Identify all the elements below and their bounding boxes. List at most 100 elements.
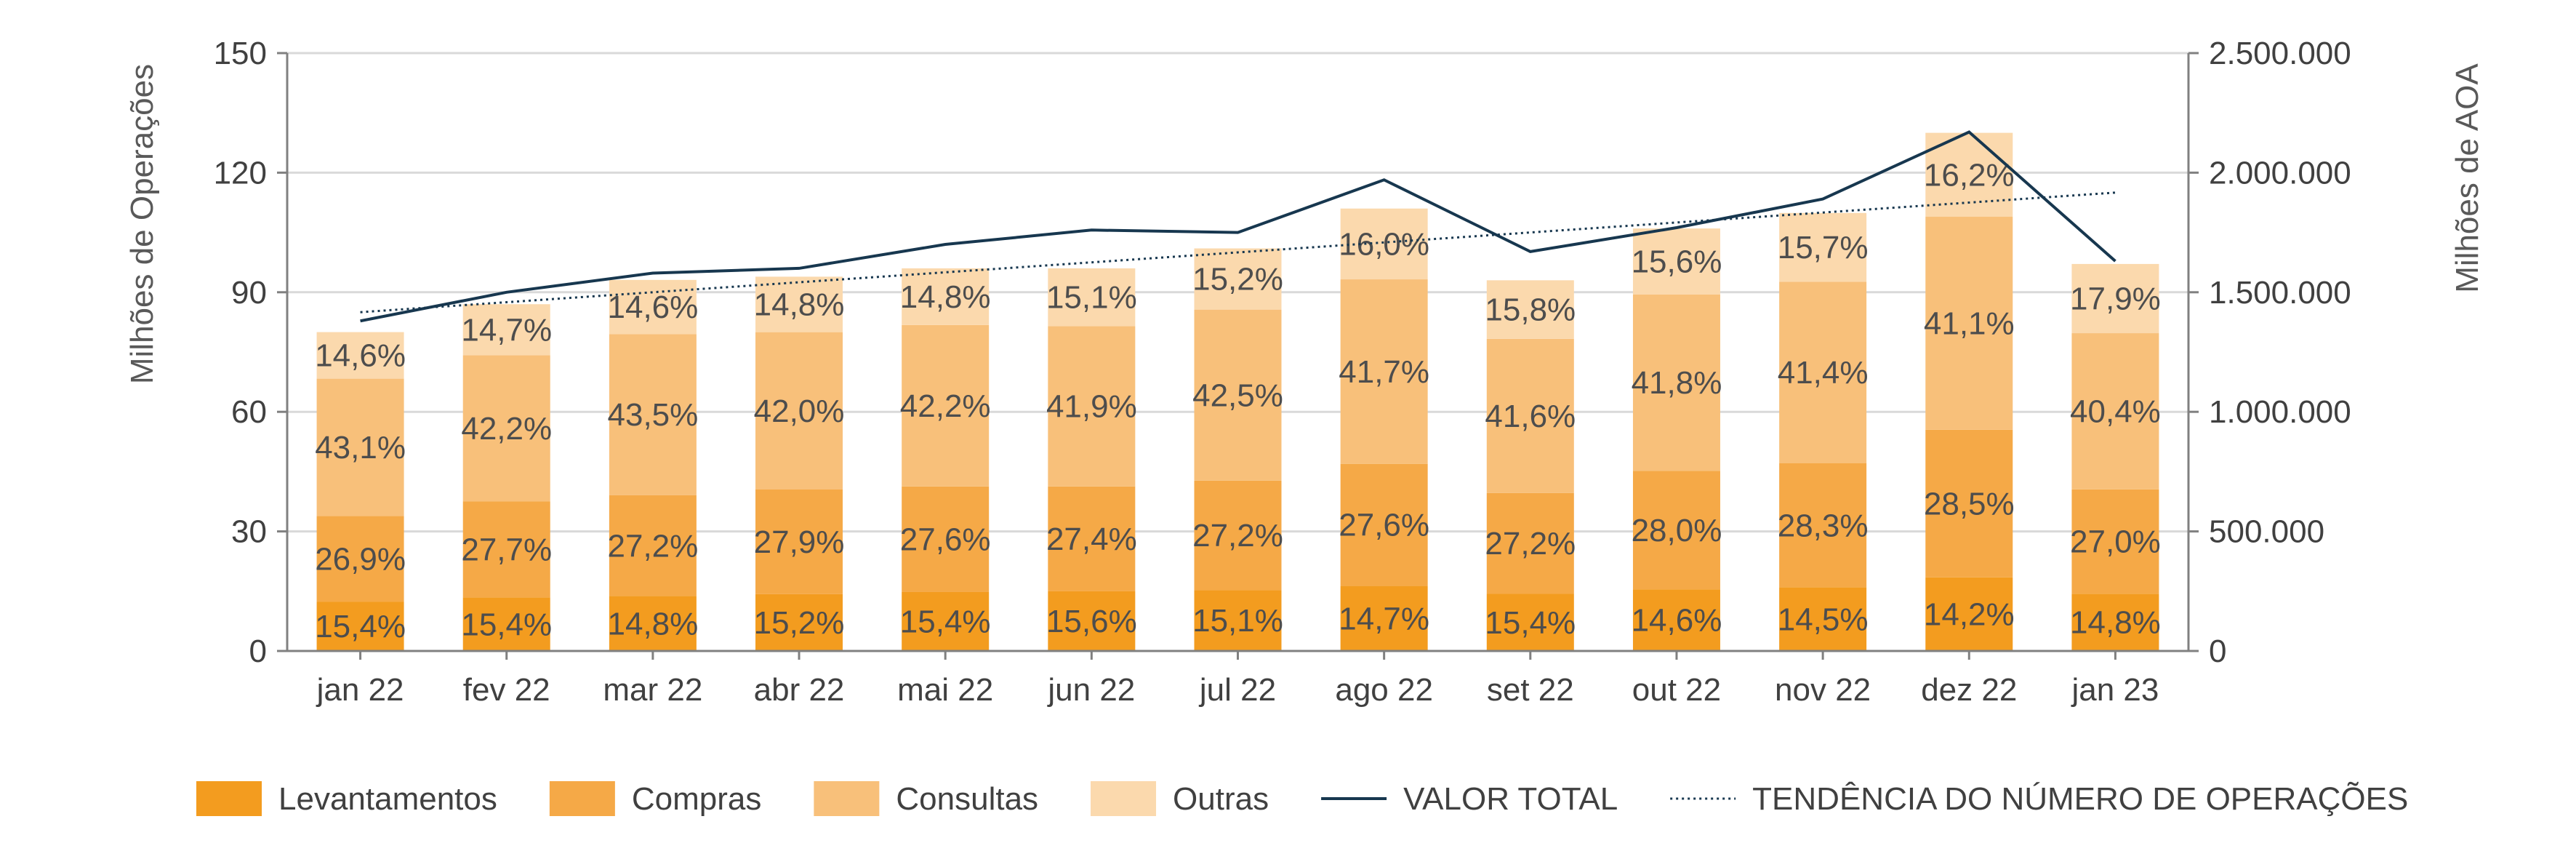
bar-percentage-label: 27,0% — [2070, 524, 2161, 560]
bar-compras — [2071, 489, 2159, 594]
y-left-tick-label: 90 — [231, 275, 267, 311]
bar-levantamentos — [2071, 594, 2159, 651]
bar-percentage-label: 17,9% — [2070, 281, 2161, 316]
bar-consultas — [462, 355, 550, 502]
bar-percentage-label: 43,1% — [315, 430, 406, 466]
legend-swatch — [814, 781, 880, 816]
bar-percentage-label: 27,6% — [900, 522, 991, 557]
bar-compras — [462, 501, 550, 598]
bar-compras — [755, 489, 843, 594]
bar-percentage-label: 15,1% — [1046, 280, 1137, 316]
x-tick-label: mar 22 — [603, 672, 702, 708]
legend-label: Levantamentos — [278, 781, 497, 817]
bar-percentage-label: 41,6% — [1485, 399, 1576, 434]
bar-outras — [1340, 208, 1428, 280]
percentage-labels: 15,4% 26,9% 43,1% 14,6% 15,4% 27,7% 42,2% 14,7%… — [315, 157, 2161, 644]
bar-outras — [1632, 228, 1720, 295]
bar-percentage-label: 15,2% — [754, 605, 845, 641]
legend-item: Outras — [1091, 781, 1269, 817]
y-left-tick-label: 150 — [214, 36, 267, 71]
bar-percentage-label: 28,0% — [1632, 513, 1722, 548]
bar-percentage-label: 27,9% — [754, 524, 845, 560]
x-tick-label: set 22 — [1487, 672, 1574, 708]
legend-label: Consultas — [896, 781, 1038, 817]
bar-percentage-label: 15,7% — [1778, 230, 1869, 265]
bar-percentage-label: 14,7% — [1339, 601, 1429, 636]
bar-percentage-label: 15,4% — [900, 604, 991, 639]
x-tick-label: abr 22 — [754, 672, 845, 708]
y-left-tick-label: 30 — [231, 514, 267, 550]
trend-line — [360, 191, 2116, 313]
y-left-tick-label: 120 — [214, 155, 267, 191]
tick-labels: 0 30 60 90 120 150 0 500.000 1.000.000 1.500.000 2… — [214, 36, 2351, 708]
bar-levantamentos — [1194, 590, 1282, 651]
bar-percentage-label: 15,1% — [1192, 603, 1283, 639]
bar-consultas — [1486, 338, 1574, 493]
bar-percentage-label: 27,2% — [1485, 526, 1576, 562]
bar-compras — [316, 516, 404, 602]
x-tick-label: jul 22 — [1198, 672, 1276, 708]
x-tick-label: out 22 — [1632, 672, 1721, 708]
bar-consultas — [1632, 294, 1720, 471]
y-axis-left-title: Milhões de Operações — [124, 64, 160, 384]
bar-percentage-label: 27,7% — [461, 532, 552, 568]
legend-item: Compras — [549, 781, 761, 817]
bar-compras — [1048, 486, 1136, 591]
bar-consultas — [755, 332, 843, 490]
bar-outras — [2071, 263, 2159, 334]
y-right-tick-label: 1.000.000 — [2209, 394, 2351, 430]
bar-percentage-label: 16,2% — [1924, 157, 2015, 193]
bar-outras — [1048, 268, 1136, 327]
bar-outras — [902, 268, 990, 325]
x-tick-label: jun 22 — [1046, 672, 1135, 708]
bar-compras — [1486, 492, 1574, 594]
bar-percentage-label: 16,0% — [1339, 226, 1429, 262]
legend-label: TENDÊNCIA DO NÚMERO DE OPERAÇÕES — [1752, 780, 2408, 817]
bar-percentage-label: 14,7% — [461, 312, 552, 348]
x-tick-label: nov 22 — [1775, 672, 1871, 708]
bar-percentage-label: 28,3% — [1778, 508, 1869, 543]
axes — [277, 52, 2199, 660]
bar-percentage-label: 41,8% — [1632, 365, 1722, 401]
bar-compras — [1779, 463, 1867, 588]
bar-outras — [1779, 212, 1867, 282]
bar-percentage-label: 27,6% — [1339, 508, 1429, 543]
y-right-tick-label: 0 — [2209, 634, 2226, 669]
x-tick-label: jan 23 — [2070, 672, 2159, 708]
bar-outras — [462, 304, 550, 356]
x-tick-label: jan 22 — [316, 672, 404, 708]
bar-percentage-label: 15,8% — [1485, 292, 1576, 328]
legend-label: Outras — [1173, 781, 1269, 817]
legend-swatch — [196, 781, 262, 816]
bar-percentage-label: 28,5% — [1924, 486, 2015, 522]
bar-percentage-label: 15,6% — [1046, 604, 1137, 639]
legend-item: Consultas — [814, 781, 1038, 817]
legend-swatch — [1091, 781, 1157, 816]
bar-percentage-label: 14,6% — [1632, 603, 1722, 639]
bar-levantamentos — [1925, 577, 2013, 651]
y-right-tick-label: 1.500.000 — [2209, 275, 2351, 311]
bar-percentage-label: 27,4% — [1046, 522, 1137, 557]
bar-percentage-label: 27,2% — [608, 528, 699, 564]
bar-percentage-label: 15,2% — [1192, 262, 1283, 297]
x-tick-label: mai 22 — [897, 672, 993, 708]
bar-percentage-label: 26,9% — [315, 542, 406, 578]
bar-levantamentos — [755, 594, 843, 651]
bar-levantamentos — [1340, 586, 1428, 651]
bar-levantamentos — [902, 591, 990, 651]
bar-percentage-label: 14,8% — [754, 287, 845, 323]
bar-percentage-label: 27,2% — [1192, 518, 1283, 554]
y-left-tick-label: 0 — [249, 634, 267, 669]
bar-percentage-label: 14,6% — [608, 289, 699, 325]
bar-levantamentos — [316, 602, 404, 651]
bar-percentage-label: 41,1% — [1924, 305, 2015, 341]
bar-compras — [1194, 480, 1282, 591]
bar-levantamentos — [1048, 591, 1136, 651]
bar-compras — [902, 486, 990, 592]
bar-outras — [609, 279, 697, 335]
bar-consultas — [316, 378, 404, 516]
bar-percentage-label: 15,4% — [1485, 605, 1576, 641]
y-right-tick-label: 500.000 — [2209, 514, 2324, 550]
x-tick-label: fev 22 — [463, 672, 550, 708]
